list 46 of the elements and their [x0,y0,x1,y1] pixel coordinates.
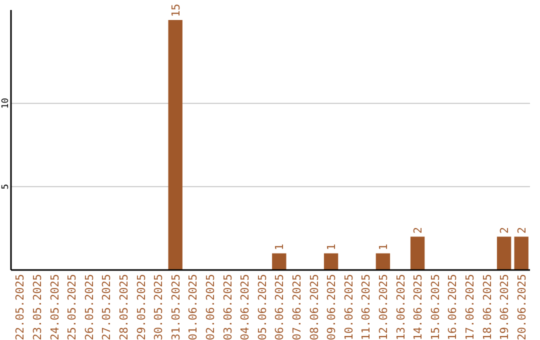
x-tick-label: 07.06.2025 [290,274,304,340]
x-tick-label: 20.06.2025 [515,274,528,340]
x-tick-label: 13.06.2025 [394,274,408,340]
x-tick-label: 04.06.2025 [238,274,252,340]
y-tick-label: 10 [1,98,11,109]
x-tick-label: 31.05.2025 [169,274,182,340]
bar [410,236,425,270]
x-tick-label: 15.06.2025 [428,274,442,340]
data-label: 1 [376,244,390,250]
x-tick-label: 23.05.2025 [30,274,44,340]
x-tick-label: 09.06.2025 [325,274,338,340]
x-tick-label: 28.05.2025 [117,274,130,340]
data-label: 2 [412,227,425,234]
bar [514,236,528,270]
x-tick-label: 27.05.2025 [100,274,114,340]
bar [496,236,512,270]
bar [168,20,182,270]
x-tick-label: 03.06.2025 [221,274,234,340]
x-tick-label: 30.05.2025 [152,274,166,340]
x-tick-label: 25.05.2025 [66,274,79,340]
data-label: 2 [498,227,512,234]
x-tick-label: 22.05.2025 [14,274,27,340]
x-tick-label: 08.06.2025 [308,274,321,340]
x-tick-label: 26.05.2025 [82,274,96,340]
data-label: 1 [325,244,338,250]
x-tick-label: 10.06.2025 [342,274,356,340]
data-label: 1 [273,244,286,250]
x-tick-label: 17.06.2025 [463,274,476,340]
x-tick-label: 01.06.2025 [186,274,200,340]
bar [324,253,338,270]
x-tick-label: 05.06.2025 [256,274,269,340]
data-label: 2 [515,227,528,234]
x-tick-label: 18.06.2025 [480,274,494,340]
y-tick-label: 5 [1,184,11,190]
x-tick-label: 06.06.2025 [273,274,286,340]
bar [376,253,390,270]
x-tick-label: 11.06.2025 [360,274,373,340]
x-tick-label: 02.06.2025 [204,274,217,340]
x-tick-label: 14.06.2025 [412,274,425,340]
x-tick-label: 16.06.2025 [446,274,460,340]
x-tick-label: 29.05.2025 [134,274,148,340]
x-tick-label: 19.06.2025 [498,274,512,340]
x-tick-label: 12.06.2025 [376,274,390,340]
x-tick-label: 24.05.2025 [48,274,62,340]
data-label: 15 [169,4,182,17]
bar [272,253,286,270]
